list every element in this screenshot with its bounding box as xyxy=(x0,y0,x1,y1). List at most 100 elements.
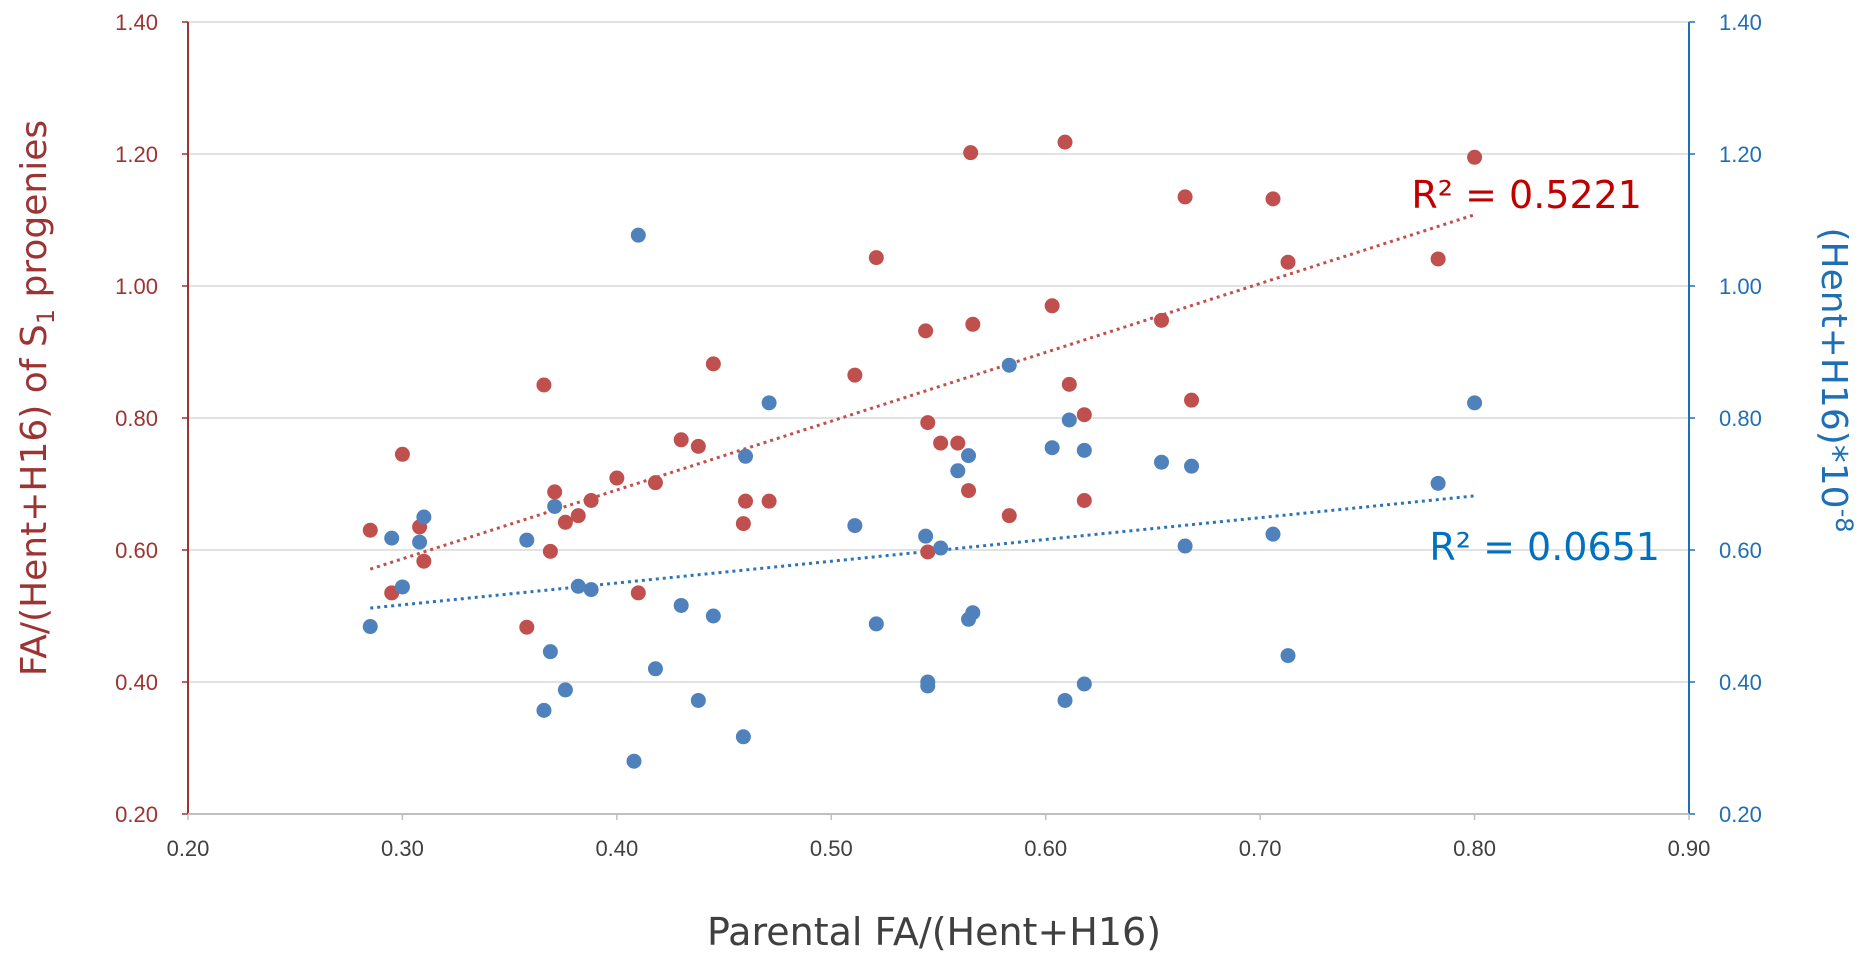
y-tick-label-left: 1.20 xyxy=(115,142,158,167)
y-tick-label-right: 0.80 xyxy=(1719,406,1762,431)
data-point-red xyxy=(583,493,599,508)
grid-lines xyxy=(188,21,1689,683)
right-axis-title-superscript: -8 xyxy=(1830,509,1858,533)
x-tick-label: 0.90 xyxy=(1668,836,1711,861)
data-point-blue xyxy=(690,692,706,708)
data-point-blue xyxy=(626,753,642,769)
data-point-blue xyxy=(362,619,378,635)
data-point-blue xyxy=(1057,692,1073,708)
data-point-red xyxy=(961,483,977,499)
data-point-red xyxy=(1061,376,1077,392)
data-point-red xyxy=(630,585,646,601)
r2-label-blue: R² = 0.0651 xyxy=(1429,525,1660,569)
x-tick-label: 0.70 xyxy=(1239,836,1282,861)
data-point-red xyxy=(1057,134,1073,150)
data-point-blue xyxy=(735,729,751,745)
data-point-red xyxy=(416,553,432,569)
data-point-blue xyxy=(965,605,981,621)
data-point-red xyxy=(933,435,949,451)
data-point-red xyxy=(920,544,936,560)
y-tick-label-left: 0.20 xyxy=(115,802,158,827)
data-point-red xyxy=(868,250,884,266)
data-point-red xyxy=(609,470,625,486)
x-tick-label: 0.40 xyxy=(595,836,638,861)
data-point-blue xyxy=(920,678,936,694)
data-point-blue xyxy=(1076,442,1092,458)
y-tick-label-left: 0.60 xyxy=(115,538,158,563)
left-axis-title: FA/(Hent+H16) of S1 progenies xyxy=(14,120,60,676)
data-point-blue xyxy=(519,532,535,548)
data-point-red xyxy=(542,543,558,559)
data-point-red xyxy=(1430,251,1446,267)
data-point-red xyxy=(536,377,552,393)
data-point-blue xyxy=(647,661,663,677)
data-point-blue xyxy=(950,463,966,479)
r2-label-red: R² = 0.5221 xyxy=(1411,173,1642,217)
x-tick-label: 0.80 xyxy=(1453,836,1496,861)
data-point-blue xyxy=(1265,526,1281,542)
tick-labels: 0.20 0.20 0.40 0.40 0.60 0.60 0.80 0.80 1.00 1.00… xyxy=(115,10,1762,861)
data-point-red xyxy=(1044,298,1060,314)
x-tick-label: 0.50 xyxy=(810,836,853,861)
left-axis-title-tail: progenies xyxy=(14,120,55,309)
data-point-red xyxy=(570,508,586,524)
data-point-red xyxy=(1280,254,1296,270)
data-point-blue xyxy=(1280,648,1296,664)
y-tick-label-left: 1.40 xyxy=(115,10,158,35)
data-point-blue xyxy=(738,448,754,464)
y-tick-label-right: 0.40 xyxy=(1719,670,1762,695)
y-tick-label-right: 0.60 xyxy=(1719,538,1762,563)
y-tick-label-right: 1.00 xyxy=(1719,274,1762,299)
data-point-red xyxy=(1001,508,1017,524)
data-point-blue xyxy=(1001,357,1017,373)
data-point-blue xyxy=(705,608,721,624)
data-point-blue xyxy=(933,540,949,556)
y-tick-label-left: 1.00 xyxy=(115,274,158,299)
data-point-red xyxy=(547,484,563,500)
x-tick-label: 0.60 xyxy=(1024,836,1067,861)
data-point-blue xyxy=(416,509,432,525)
y-tick-label-right: 0.20 xyxy=(1719,802,1762,827)
data-point-blue xyxy=(536,702,552,718)
trendline-red xyxy=(369,213,1476,571)
y-tick-label-right: 1.40 xyxy=(1719,10,1762,35)
x-tick-label: 0.30 xyxy=(381,836,424,861)
data-point-blue xyxy=(673,597,689,613)
data-point-blue xyxy=(847,518,863,534)
data-point-red xyxy=(965,316,981,332)
data-point-blue xyxy=(583,582,599,598)
data-point-blue xyxy=(1154,454,1170,470)
data-point-blue xyxy=(761,395,777,411)
data-point-red xyxy=(1265,191,1281,207)
data-point-red xyxy=(690,438,706,454)
data-point-blue xyxy=(570,578,586,594)
data-point-red xyxy=(738,493,754,509)
data-point-red xyxy=(847,367,863,383)
y-tick-label-left: 0.40 xyxy=(115,670,158,695)
data-point-blue xyxy=(1044,440,1060,456)
data-point-red xyxy=(362,522,378,538)
data-point-blue xyxy=(918,528,934,544)
data-point-blue xyxy=(412,534,428,550)
data-point-red xyxy=(673,432,689,448)
right-axis-title: (Hent+H16)*10-8 xyxy=(1813,227,1858,532)
data-point-red xyxy=(963,145,979,161)
data-point-red xyxy=(918,323,934,339)
data-point-blue xyxy=(868,616,884,632)
data-point-blue xyxy=(394,579,410,595)
data-point-red xyxy=(920,415,936,431)
data-point-blue xyxy=(384,530,400,546)
data-point-red xyxy=(761,493,777,509)
data-point-blue xyxy=(1467,395,1483,411)
data-point-red xyxy=(1467,149,1483,165)
data-point-blue xyxy=(1076,676,1092,692)
data-point-blue xyxy=(1061,412,1077,428)
x-tick-label: 0.20 xyxy=(167,836,210,861)
data-point-blue xyxy=(1430,475,1446,491)
x-axis-title: Parental FA/(Hent+H16) xyxy=(707,910,1161,954)
data-point-blue xyxy=(542,644,558,660)
left-axis-title-main: FA/(Hent+H16) of S xyxy=(14,324,55,676)
data-point-red xyxy=(705,356,721,372)
data-point-red xyxy=(557,514,573,530)
data-point-blue xyxy=(961,448,977,464)
